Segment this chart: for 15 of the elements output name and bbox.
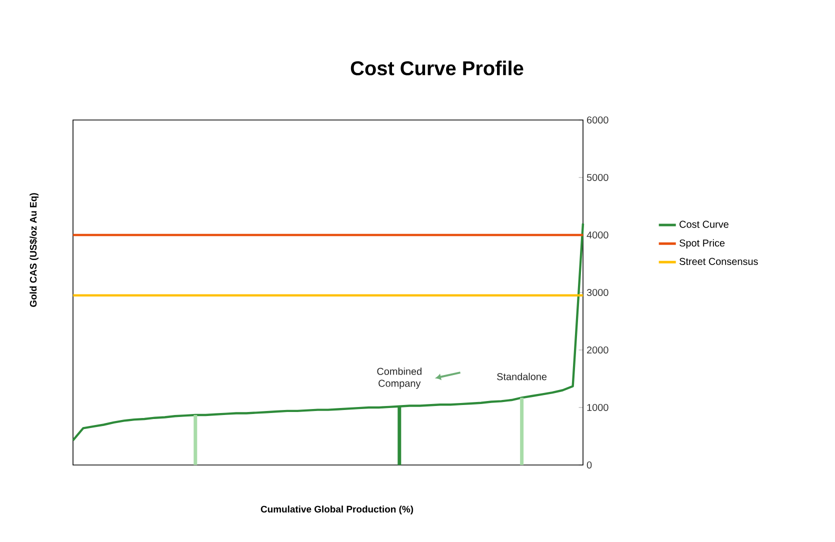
- annotation: Combined Company: [377, 368, 422, 389]
- x-axis-title: Cumulative Global Production (%): [260, 506, 414, 514]
- annotation: Standalone: [497, 372, 547, 380]
- y-tick-label: 0: [586, 461, 592, 469]
- y-tick-label: 5000: [586, 174, 608, 182]
- y-tick-label: 1000: [587, 404, 608, 412]
- y-tick-label: 3000: [586, 288, 608, 296]
- chart-title: Cost Curve Profile: [350, 60, 524, 76]
- y-tick-label: 4000: [586, 231, 608, 239]
- y-tick-label: 2000: [587, 346, 608, 354]
- y-tick-label: 6000: [587, 116, 608, 124]
- y-axis-title: Gold CAS (US$/oz Au Eq): [30, 193, 38, 307]
- legend-label: Cost Curve: [680, 220, 728, 228]
- legend-label: Street Consensus: [680, 258, 758, 265]
- legend-label: Spot Price: [680, 239, 725, 248]
